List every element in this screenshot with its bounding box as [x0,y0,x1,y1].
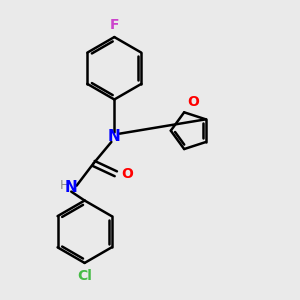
Text: O: O [121,167,133,181]
Text: Cl: Cl [77,269,92,283]
Text: H: H [60,179,69,192]
Text: N: N [65,180,78,195]
Text: N: N [108,129,121,144]
Text: F: F [110,18,119,32]
Text: O: O [187,95,199,109]
